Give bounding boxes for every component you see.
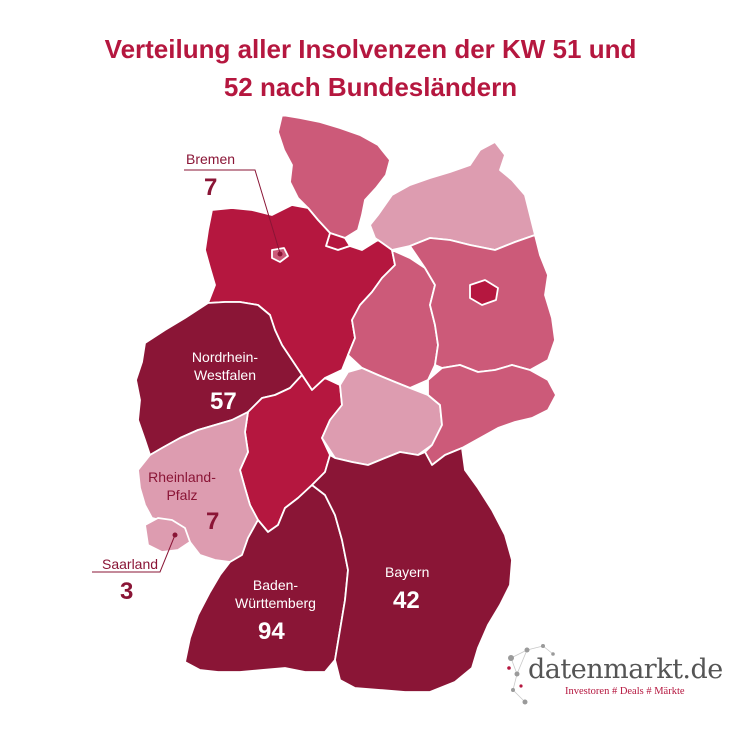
bw-label-line-1: Baden- (252, 577, 299, 593)
title-line-2: 52 nach Bundesländern (223, 72, 518, 102)
region-baden-wuerttemberg (184, 484, 349, 673)
logo-wordmark: datenmarkt.de (528, 654, 723, 685)
bw-label: Baden- Württemberg (218, 576, 333, 612)
region-sachsen (424, 364, 557, 466)
region-thueringen (321, 367, 443, 466)
nrw-label: Nordrhein- Westfalen (170, 348, 280, 384)
region-schleswig-holstein (277, 114, 391, 239)
bw-label-line-2: Württemberg (235, 595, 316, 611)
title-line-1: Verteilung aller Insolvenzen der KW 51 u… (104, 34, 637, 64)
nrw-label-line-2: Westfalen (194, 367, 256, 383)
nrw-value: 57 (210, 388, 237, 415)
rlp-label-line-1: Rheinland- (148, 469, 216, 485)
nrw-label-line-1: Nordrhein- (191, 349, 259, 365)
rlp-label: Rheinland- Pfalz (142, 468, 222, 504)
rlp-value: 7 (206, 508, 220, 535)
region-berlin (469, 279, 499, 306)
saarland-callout-dot (172, 532, 178, 538)
region-saarland (144, 517, 191, 553)
bayern-value: 42 (393, 587, 420, 614)
rlp-label-line-2: Pfalz (166, 487, 198, 503)
logo-tagline: Investoren # Deals # Märkte (565, 686, 685, 697)
region-mecklenburg-vorpommern (369, 141, 536, 251)
bremen-label: Bremen (186, 151, 236, 167)
bayern-label: Bayern (385, 564, 430, 580)
region-bayern (311, 447, 513, 693)
bremen-callout-dot (277, 251, 283, 257)
bremen-callout-line (184, 169, 281, 254)
saarland-value: 3 (120, 578, 134, 605)
network-dots-icon (507, 644, 555, 705)
saarland-label: Saarland (102, 556, 159, 572)
saarland-callout-line (92, 534, 176, 573)
bw-value: 94 (258, 618, 285, 645)
map-title: Verteilung aller Insolvenzen der KW 51 u… (0, 30, 741, 106)
bremen-value: 7 (204, 174, 218, 201)
